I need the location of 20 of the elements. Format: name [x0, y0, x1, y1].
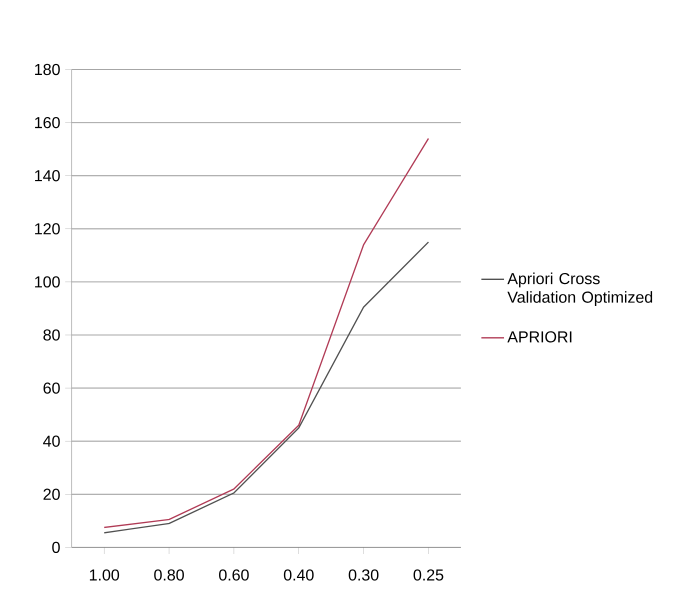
y-tick-label: 180 — [35, 64, 60, 76]
y-tick-label: 80 — [43, 329, 60, 341]
y-tick-label: 160 — [35, 117, 60, 128]
y-tick-label: 120 — [35, 223, 60, 234]
y-tick-label: 40 — [43, 436, 60, 447]
x-tick-label: 0.30 — [348, 569, 378, 581]
x-tick-label: 0.40 — [284, 569, 314, 581]
line-series — [104, 241, 430, 534]
x-tick-label: 1.00 — [90, 569, 120, 581]
y-tick-label: 100 — [35, 276, 60, 288]
legend-label: Apriori Cross Validation Optimized — [507, 272, 652, 306]
x-tick-label: 0.80 — [154, 569, 184, 581]
legend-label: APRIORI — [507, 331, 572, 343]
y-tick-label: 140 — [35, 170, 60, 182]
y-tick-label: 60 — [44, 382, 60, 394]
x-tick-label: 0.60 — [219, 569, 249, 581]
line-series — [104, 138, 430, 528]
x-tick-label: 0.25 — [414, 569, 444, 581]
y-tick-label: 20 — [44, 488, 60, 500]
y-tick-label: 0 — [52, 542, 60, 554]
